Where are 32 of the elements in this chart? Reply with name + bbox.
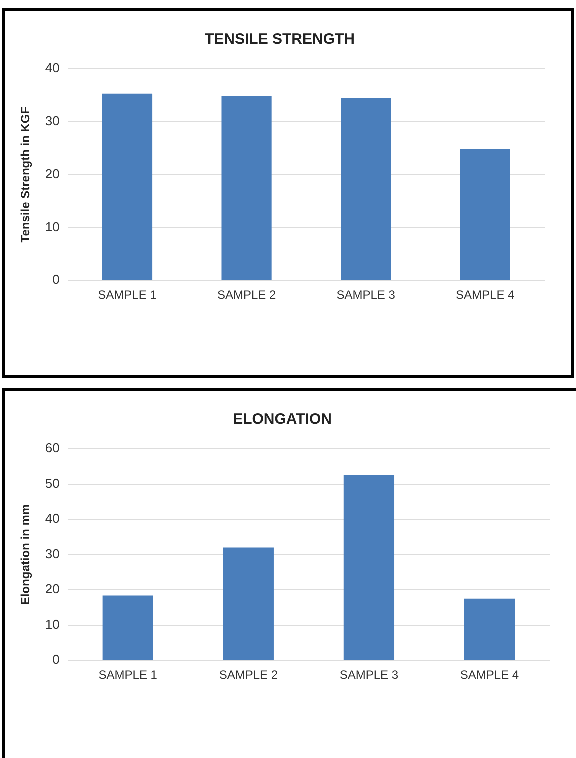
y-tick-label: 40 (45, 60, 60, 76)
x-tick-label: SAMPLE 4 (456, 288, 516, 302)
x-tick-label: SAMPLE 3 (336, 288, 396, 302)
bar (223, 548, 274, 660)
bar (102, 94, 153, 280)
y-tick-label: 10 (45, 219, 60, 234)
y-tick-label: 20 (45, 166, 60, 182)
y-tick-label: 30 (45, 113, 60, 128)
y-tick-label: 40 (45, 511, 60, 526)
bar (102, 596, 154, 660)
x-tick-label: SAMPLE 3 (340, 668, 399, 682)
y-axis-title: Tensile Strength in KGF (18, 106, 33, 243)
bar (460, 149, 510, 280)
y-tick-label: 10 (45, 616, 60, 632)
bar (344, 475, 395, 660)
chart-title: TENSILE STRENGTH (204, 31, 356, 48)
y-tick-label: 20 (45, 582, 60, 597)
bar (222, 96, 272, 280)
y-tick-label: 0 (52, 272, 60, 288)
x-tick-label: SAMPLE 2 (217, 288, 276, 302)
y-axis-title: Elongation in mm (18, 504, 33, 606)
y-tick-label: 60 (45, 440, 60, 456)
chart-title: ELONGATION (233, 411, 332, 428)
x-tick-label: SAMPLE 2 (219, 668, 278, 682)
x-tick-label: SAMPLE 1 (98, 288, 158, 302)
x-tick-label: SAMPLE 4 (460, 668, 520, 682)
y-tick-label: 30 (45, 546, 60, 562)
bar (464, 598, 516, 660)
y-tick-label: 50 (45, 476, 60, 491)
bar (341, 98, 392, 280)
x-tick-label: SAMPLE 1 (98, 668, 158, 682)
y-tick-label: 0 (52, 652, 60, 668)
